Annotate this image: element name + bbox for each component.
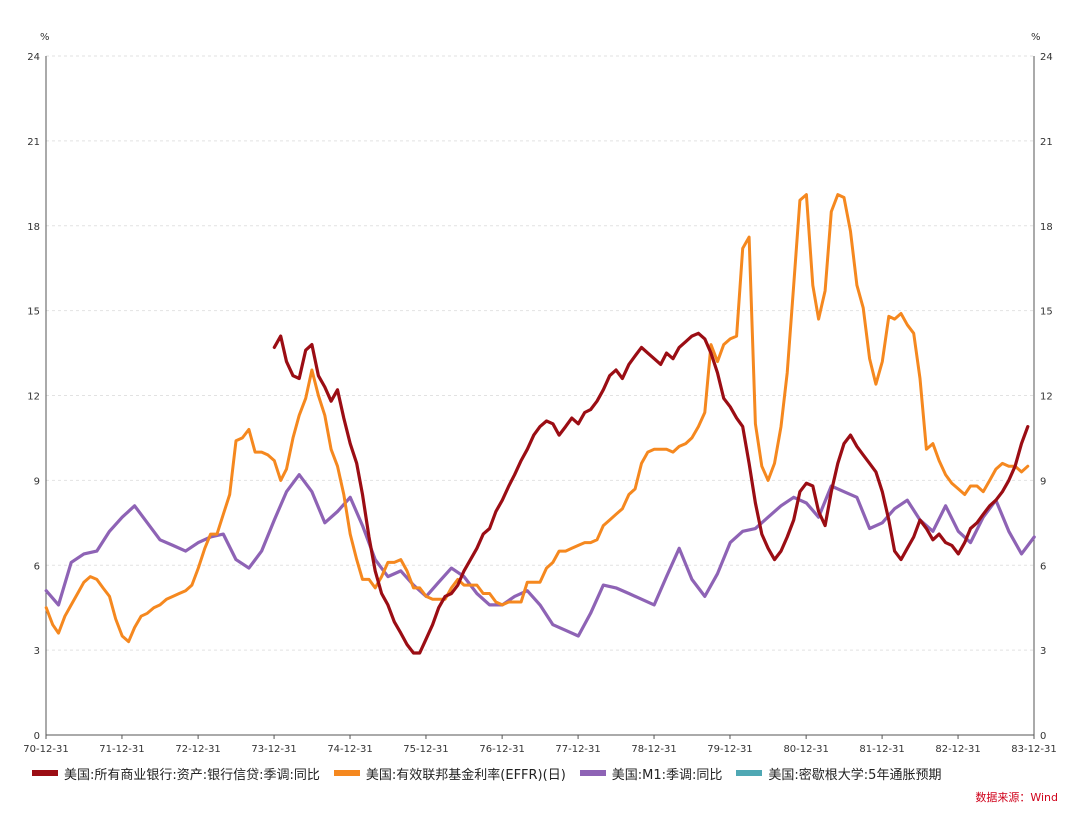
right-axis-unit: %: [1031, 32, 1041, 43]
y-tick-label-left: 3: [34, 646, 40, 657]
y-tick-label-left: 0: [34, 731, 40, 742]
x-tick-label: 75-12-31: [403, 744, 448, 755]
y-tick-label-right: 3: [1040, 646, 1046, 657]
y-tick-label-right: 24: [1040, 52, 1053, 63]
legend-item-michigan: 美国:密歇根大学:5年通胀预期: [736, 764, 941, 783]
legend-label-m1: 美国:M1:季调:同比: [611, 767, 723, 783]
x-tick-label: 71-12-31: [99, 744, 144, 755]
y-tick-label-right: 6: [1040, 561, 1046, 572]
series-lines: [44, 193, 1036, 655]
y-tick-label-left: 21: [27, 137, 40, 148]
legend-swatch-m1: [579, 770, 606, 776]
y-tick-label-left: 6: [34, 561, 40, 572]
x-tick-label: 76-12-31: [479, 744, 524, 755]
left-y-tick-labels: 0 3 6 9 12 15 18 21 24: [27, 52, 40, 742]
x-tick-label: 82-12-31: [935, 744, 980, 755]
source-note: 数据来源：Wind: [975, 791, 1058, 804]
legend-swatch-michigan: [736, 770, 763, 776]
legend-label-michigan: 美国:密歇根大学:5年通胀预期: [768, 767, 942, 783]
x-tick-label: 80-12-31: [783, 744, 828, 755]
y-tick-label-left: 12: [27, 392, 40, 403]
x-tick-label: 74-12-31: [327, 744, 372, 755]
x-tick-labels: 70-12-31 71-12-31 72-12-31 73-12-31 74-12-31…: [23, 735, 1057, 755]
grid-lines: [46, 55, 1034, 651]
y-tick-label-right: 12: [1040, 392, 1053, 403]
y-tick-label-left: 24: [27, 52, 40, 63]
y-tick-label-right: 18: [1040, 222, 1053, 233]
legend-item-effr: 美国:有效联邦基金利率(EFFR)(日): [333, 764, 566, 783]
legend: 美国:所有商业银行:资产:银行信贷:季调:同比 美国:有效联邦基金利率(EFFR…: [32, 762, 1072, 784]
x-tick-label: 70-12-31: [23, 744, 68, 755]
x-tick-label: 73-12-31: [251, 744, 296, 755]
axes: % %: [40, 32, 1041, 736]
line-chart: % % 0 3 6 9 12 15 18 21 24 0 3 6 9 12 15 18 21 24 70-12-…: [23, 32, 1057, 755]
legend-swatch-effr: [333, 770, 360, 776]
y-tick-label-right: 0: [1040, 731, 1046, 742]
legend-item-bank-credit: 美国:所有商业银行:资产:银行信贷:季调:同比: [32, 764, 320, 783]
series-line-0: [272, 331, 1030, 655]
x-tick-label: 79-12-31: [707, 744, 752, 755]
y-tick-label-right: 9: [1040, 476, 1046, 487]
series-line-2: [44, 473, 1036, 638]
x-tick-label: 78-12-31: [631, 744, 676, 755]
x-tick-label: 83-12-31: [1011, 744, 1056, 755]
y-tick-label-left: 9: [34, 476, 40, 487]
legend-item-m1: 美国:M1:季调:同比: [579, 764, 723, 783]
left-axis-unit: %: [40, 32, 50, 43]
x-tick-label: 77-12-31: [555, 744, 600, 755]
legend-label-bank-credit: 美国:所有商业银行:资产:银行信贷:季调:同比: [64, 767, 320, 783]
x-tick-label: 72-12-31: [175, 744, 220, 755]
y-tick-label-left: 18: [27, 222, 40, 233]
legend-swatch-bank-credit: [32, 770, 58, 776]
y-tick-label-right: 15: [1040, 307, 1053, 318]
legend-label-effr: 美国:有效联邦基金利率(EFFR)(日): [365, 767, 566, 783]
series-line-1: [44, 193, 1030, 644]
y-tick-label-left: 15: [27, 307, 40, 318]
right-y-tick-labels: 0 3 6 9 12 15 18 21 24: [1040, 52, 1053, 742]
x-tick-label: 81-12-31: [859, 744, 904, 755]
y-tick-label-right: 21: [1040, 137, 1053, 148]
